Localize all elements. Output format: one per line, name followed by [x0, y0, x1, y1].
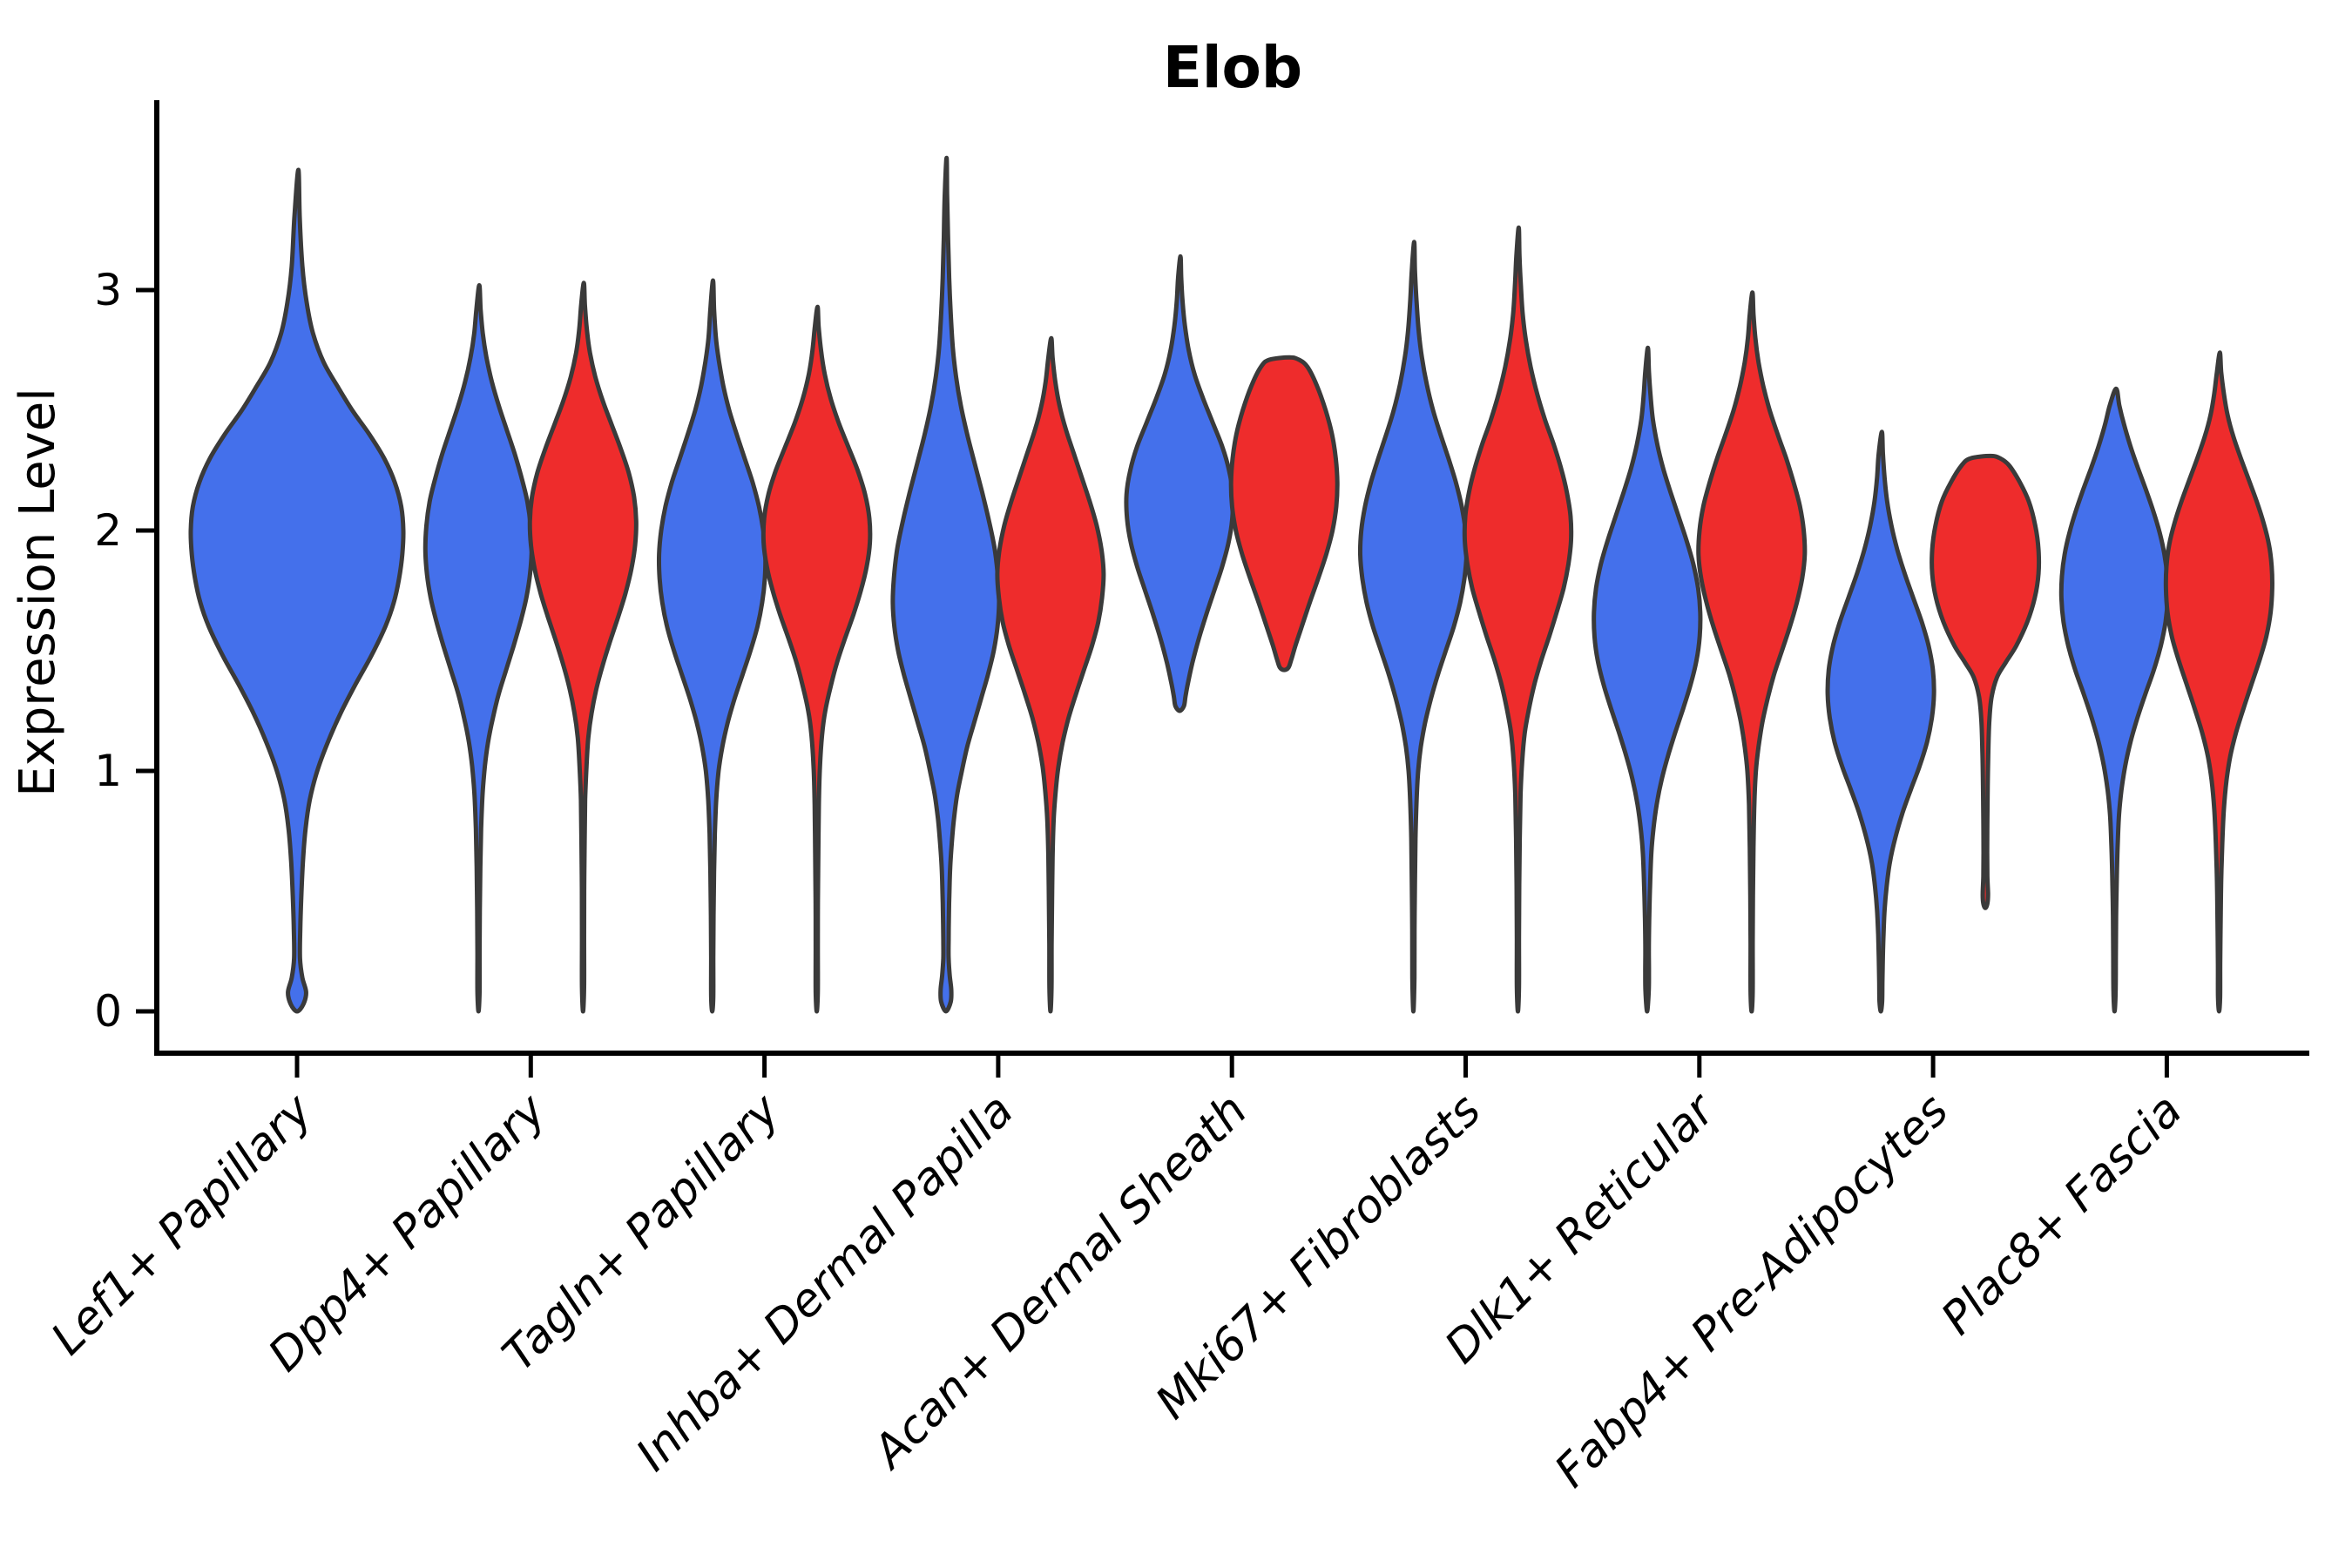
violin-blue-plac8-fascia	[2058, 386, 2171, 1014]
y-tick-labels: 0 1 2 3	[94, 265, 122, 1037]
x-tick-label: Fabp4+ Pre-Adipocytes	[1545, 1085, 1959, 1498]
violin-red-plac8-fascia	[2163, 350, 2274, 1014]
violin-red-tagln-papillary	[760, 304, 873, 1014]
x-tick-label: Acan+ Dermal Sheath	[862, 1085, 1257, 1480]
x-tick-label: Plac8+ Fascia	[1931, 1085, 2192, 1345]
violin-shapes	[188, 155, 2274, 1014]
x-tick-label: Inhba+ Dermal Papilla	[626, 1085, 1024, 1482]
violin-blue-mki67-fibroblasts	[1357, 240, 1470, 1014]
violin-red-acan-dermal-sheath	[1228, 355, 1340, 672]
y-axis-label: Expression Level	[10, 388, 66, 797]
violin-red-fabp4-pre-adipocytes	[1930, 453, 2042, 910]
y-tick-label: 1	[94, 746, 122, 796]
violin-red-inhba-dermal-papilla	[995, 335, 1106, 1014]
violin-blue-inhba-dermal-papilla	[890, 155, 1002, 1014]
violin-red-mki67-fibroblasts	[1462, 225, 1574, 1014]
violin-blue-tagln-papillary	[656, 278, 768, 1014]
y-tick-label: 0	[94, 986, 122, 1037]
axes	[136, 100, 2309, 1078]
violin-blue-lef1-papillary	[188, 167, 406, 1014]
violin-blue-dpp4-papillary	[422, 283, 534, 1014]
y-tick-label: 2	[94, 505, 122, 556]
violin-blue-dlk1-reticular	[1592, 345, 1703, 1014]
violin-blue-fabp4-pre-adipocytes	[1825, 429, 1936, 1014]
violin-red-dpp4-papillary	[527, 280, 639, 1014]
violin-blue-acan-dermal-sheath	[1124, 253, 1235, 713]
y-tick-label: 3	[94, 265, 122, 315]
violin-red-dlk1-reticular	[1696, 290, 1808, 1014]
chart-title: Elob	[1163, 34, 1302, 101]
